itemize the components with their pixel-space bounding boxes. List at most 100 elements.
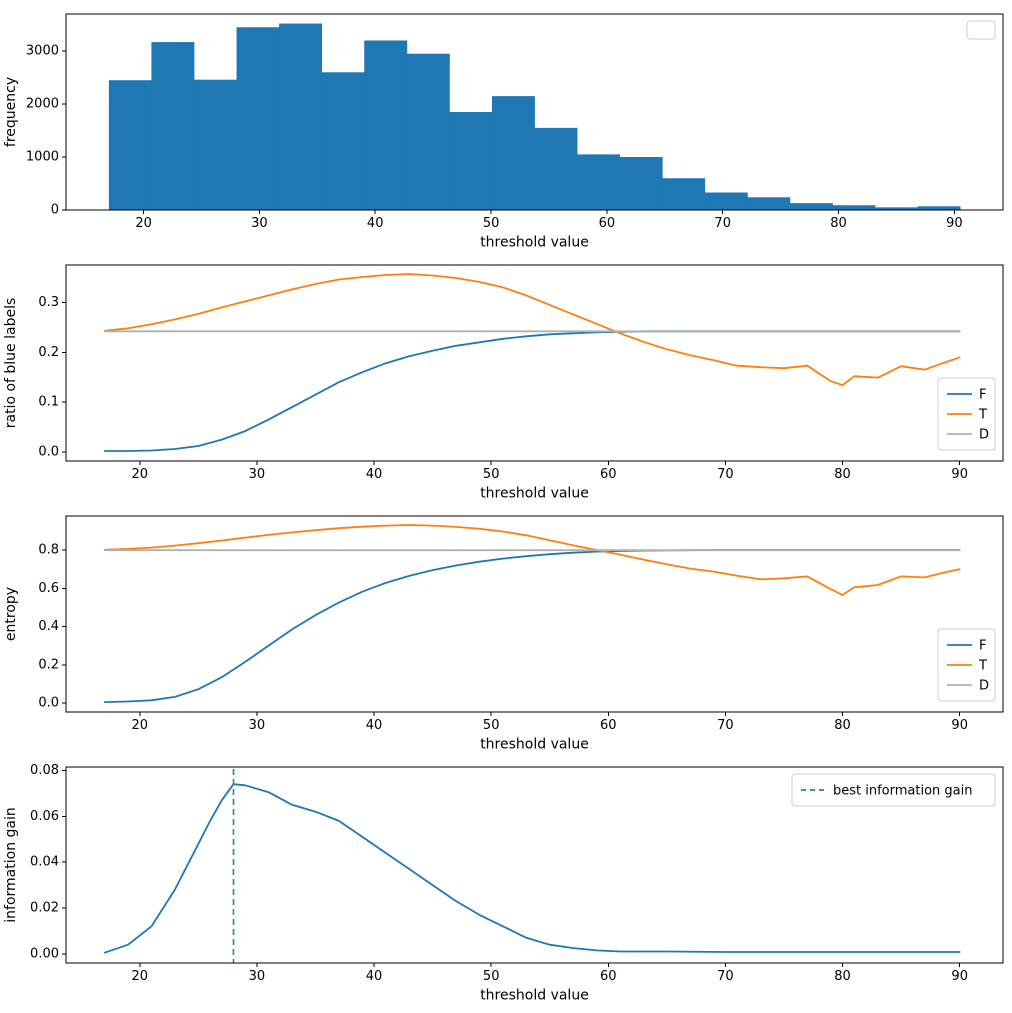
histogram-bar: [449, 112, 493, 210]
x-tick-label: 20: [132, 467, 149, 482]
x-tick-label: 90: [951, 718, 968, 733]
plot-border: [65, 264, 1004, 462]
frequency-histogram-chart: 20 30 40 50 60 70 80 90 0 1000 2000 3000 threshold v…: [3, 13, 1004, 251]
series-line-F: [103, 549, 961, 704]
x-tick-label: 50: [483, 216, 500, 231]
y-tick-label: 0.4: [38, 619, 59, 634]
legend-label: T: [978, 408, 987, 423]
x-tick-label: 40: [366, 969, 383, 984]
plot-border: [65, 13, 1004, 211]
x-tick-label: 50: [483, 718, 500, 733]
legend-label: D: [979, 679, 989, 694]
y-tick-label: 0.0: [38, 445, 59, 460]
histogram-bar: [917, 206, 961, 210]
series-line-T: [103, 524, 961, 596]
y-tick-label: 0.06: [30, 809, 59, 824]
series-line-F: [103, 330, 961, 452]
x-tick-label: 60: [600, 969, 617, 984]
legend: FTD: [937, 628, 996, 702]
histogram-bar: [577, 154, 621, 210]
histogram-bar: [364, 40, 408, 210]
y-tick-label: 1000: [26, 150, 59, 165]
x-tick-label: 70: [717, 718, 734, 733]
x-tick-label: 40: [367, 216, 384, 231]
x-tick-label: 80: [834, 467, 851, 482]
histogram-bar: [619, 157, 663, 210]
legend-box: [966, 20, 996, 40]
ratio-of-blue-labels-chart: 20 30 40 50 60 70 80 90 0.0 0.1 0.2 0.3 threshold va…: [3, 264, 1004, 502]
y-axis-label: information gain: [3, 807, 19, 922]
x-tick-label: 80: [834, 718, 851, 733]
subplot-frequency-histogram: 20 30 40 50 60 70 80 90 0 1000 2000 3000 threshold v…: [0, 5, 1012, 256]
histogram-bar: [704, 192, 748, 210]
x-tick-label: 90: [951, 969, 968, 984]
histogram-bar: [406, 53, 450, 211]
x-tick-label: 60: [600, 718, 617, 733]
y-tick-label: 0.6: [38, 581, 59, 596]
plot-border: [65, 515, 1004, 713]
x-tick-label: 90: [951, 467, 968, 482]
legend: FTD: [937, 377, 996, 451]
x-tick-label: 60: [600, 467, 617, 482]
histogram-bar: [279, 23, 323, 210]
legend-box: [791, 773, 996, 807]
x-tick-label: 20: [135, 216, 152, 231]
histogram-bar: [193, 79, 237, 210]
plot-border: [65, 766, 1004, 964]
x-tick-label: 30: [249, 467, 266, 482]
legend-label: T: [978, 659, 987, 674]
y-tick-label: 0.2: [38, 345, 59, 360]
y-tick-label: 0.04: [30, 855, 59, 870]
x-tick-label: 30: [249, 969, 266, 984]
x-axis-label: threshold value: [480, 737, 589, 753]
x-axis-label: threshold value: [480, 988, 589, 1004]
y-tick-label: 0.00: [30, 946, 59, 961]
x-tick-label: 70: [714, 216, 731, 231]
histogram-bar: [491, 96, 535, 210]
subplot-entropy: 20 30 40 50 60 70 80 90 0.0 0.2 0.4 0.6 0.8 threshold…: [0, 507, 1012, 758]
information-gain-chart: 20 30 40 50 60 70 80 90 0.00 0.02 0.04 0.06 0.08 thre…: [3, 763, 1004, 1004]
legend-label: F: [979, 639, 986, 654]
x-tick-label: 60: [599, 216, 616, 231]
legend-label: D: [979, 428, 989, 443]
y-axis-label: entropy: [3, 587, 19, 641]
y-tick-label: 0.08: [30, 763, 59, 778]
y-tick-label: 0: [51, 203, 59, 218]
histogram-bar: [832, 205, 876, 210]
y-tick-label: 0.0: [38, 696, 59, 711]
x-axis-label: threshold value: [480, 486, 589, 502]
x-tick-label: 80: [830, 216, 847, 231]
y-tick-label: 3000: [26, 44, 59, 59]
series-line-T: [103, 273, 961, 387]
y-tick-label: 0.8: [38, 543, 59, 558]
histogram-bar: [236, 27, 280, 210]
y-axis-label: ratio of blue labels: [3, 298, 19, 429]
x-tick-label: 30: [249, 718, 266, 733]
subplot-ratio-of-blue-labels: 20 30 40 50 60 70 80 90 0.0 0.1 0.2 0.3 threshold va…: [0, 256, 1012, 507]
histogram-bar: [534, 127, 578, 210]
y-tick-label: 0.2: [38, 657, 59, 672]
subplot-information-gain: 20 30 40 50 60 70 80 90 0.00 0.02 0.04 0.06 0.08 thre…: [0, 758, 1012, 1009]
x-tick-label: 80: [834, 969, 851, 984]
y-axis-label: frequency: [3, 77, 19, 147]
x-tick-label: 20: [132, 718, 149, 733]
y-tick-label: 0.02: [30, 901, 59, 916]
legend: best information gain: [791, 773, 996, 807]
x-tick-label: 70: [717, 467, 734, 482]
legend: [966, 20, 996, 40]
y-tick-label: 2000: [26, 97, 59, 112]
entropy-chart: 20 30 40 50 60 70 80 90 0.0 0.2 0.4 0.6 0.8 threshold…: [3, 515, 1004, 753]
x-tick-label: 40: [366, 718, 383, 733]
histogram-bar: [151, 42, 195, 210]
histogram-bar: [875, 207, 918, 210]
x-tick-label: 30: [251, 216, 268, 231]
y-tick-label: 0.1: [38, 395, 59, 410]
x-tick-label: 20: [132, 969, 149, 984]
y-tick-label: 0.3: [38, 295, 59, 310]
x-tick-label: 90: [946, 216, 963, 231]
histogram-bar: [108, 80, 152, 210]
x-tick-label: 40: [366, 467, 383, 482]
histogram-bar: [321, 72, 365, 211]
x-tick-label: 50: [483, 969, 500, 984]
